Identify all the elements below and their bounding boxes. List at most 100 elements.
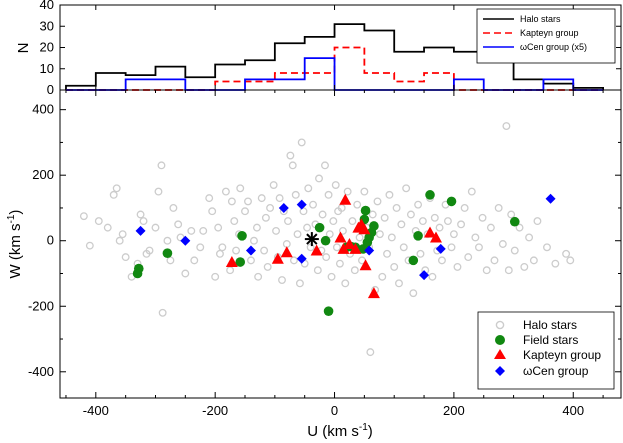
- scatter-point-halo-stars: [190, 256, 199, 265]
- scatter-point-halo-stars: [284, 217, 292, 226]
- scatter-point-halo-stars: [498, 240, 507, 248]
- scatter-legend: Halo stars Field stars Kapteyn group ωCe…: [477, 311, 615, 390]
- scatter-point-field-stars: [320, 235, 331, 246]
- scatter-y-tick-label: -200: [28, 298, 54, 313]
- scatter-x-tick-label: 400: [562, 403, 584, 418]
- scatter-point--cen-group: [180, 235, 191, 246]
- scatter-point-halo-stars: [373, 197, 382, 206]
- scatter-point-halo-stars: [428, 272, 437, 281]
- scatter-point-halo-stars: [471, 233, 480, 242]
- scatter-point-halo-stars: [438, 256, 446, 265]
- scatter-point-halo-stars: [332, 243, 341, 252]
- scatter-point-halo-stars: [187, 226, 196, 235]
- scatter-y-tick-label: -400: [28, 364, 54, 379]
- scatter-point-halo-stars: [402, 184, 411, 193]
- scatter-point-kapteyn-group: [424, 226, 437, 238]
- scatter-point-halo-stars: [205, 194, 214, 203]
- scatter-point-halo-stars: [360, 187, 369, 196]
- scatter-point-halo-stars: [315, 174, 323, 183]
- legend-marker-kapteyn: [494, 349, 506, 359]
- sun-asterisk-stroke: [306, 233, 318, 245]
- scatter-point-halo-stars: [174, 220, 183, 229]
- scatter-point-halo-stars: [392, 204, 401, 212]
- hist-y-tick-label: 40: [40, 0, 54, 12]
- scatter-point-halo-stars: [338, 226, 347, 235]
- scatter-point-halo-stars: [266, 204, 275, 212]
- scatter-point-halo-stars: [166, 256, 175, 265]
- scatter-point-kapteyn-group: [358, 223, 371, 235]
- y-label-end: ): [7, 210, 24, 215]
- scatter-point-halo-stars: [543, 243, 551, 252]
- scatter-point-halo-stars: [414, 200, 423, 209]
- scatter-point-halo-stars: [335, 259, 344, 268]
- scatter-y-tick-label: 0: [47, 233, 54, 248]
- scatter-points: [79, 122, 575, 357]
- scatter-point-halo-stars: [199, 226, 208, 235]
- scatter-point-halo-stars: [181, 269, 190, 278]
- scatter-point-halo-stars: [385, 190, 394, 199]
- scatter-point--cen-group: [278, 202, 289, 213]
- hist-y-tick-label: 30: [40, 18, 54, 33]
- scatter-point-halo-stars: [241, 207, 249, 216]
- histogram-ticks: 0 10 20 30 40: [40, 0, 621, 97]
- scatter-point-halo-stars: [566, 256, 575, 265]
- scatter-point-halo-stars: [250, 236, 258, 245]
- scatter-point-halo-stars: [329, 217, 338, 226]
- x-label-end: ): [368, 423, 373, 440]
- scatter-point-halo-stars: [275, 194, 284, 203]
- scatter-point-halo-stars: [449, 230, 458, 239]
- scatter-point-halo-stars: [464, 253, 473, 262]
- scatter-point-halo-stars: [299, 207, 308, 216]
- scatter-point-halo-stars: [257, 194, 266, 203]
- scatter-point-field-stars: [446, 196, 457, 207]
- scatter-point-kapteyn-group: [225, 256, 238, 268]
- legend-marker-omegacen: [495, 366, 505, 376]
- scatter-point-halo-stars: [418, 217, 427, 226]
- scatter-point--cen-group: [245, 245, 256, 256]
- scatter-point-halo-stars: [322, 253, 331, 262]
- scatter-point--cen-group: [545, 193, 556, 204]
- scatter-point-field-stars: [360, 205, 371, 216]
- scatter-point--cen-group: [435, 243, 446, 254]
- scatter-point-halo-stars: [395, 279, 403, 288]
- scatter-ticks: -400 -200 0 200 400 -400 -200 0 200 400: [28, 90, 621, 418]
- scatter-point-halo-stars: [211, 272, 220, 281]
- scatter-point-halo-stars: [520, 262, 529, 271]
- scatter-point-halo-stars: [380, 213, 389, 222]
- x-label-sup: -1: [359, 422, 368, 433]
- histogram-y-label: N: [15, 43, 32, 54]
- scatter-point-halo-stars: [121, 253, 130, 262]
- scatter-point-halo-stars: [318, 210, 327, 219]
- scatter-point-halo-stars: [355, 233, 364, 242]
- scatter-point-halo-stars: [416, 249, 425, 258]
- scatter-point-halo-stars: [343, 187, 352, 196]
- scatter-x-tick-label: -400: [83, 403, 109, 418]
- scatter-point-halo-stars: [378, 272, 387, 281]
- scatter-point-halo-stars: [515, 223, 524, 232]
- scatter-point-halo-stars: [115, 236, 124, 245]
- scatter-point-halo-stars: [375, 230, 384, 239]
- scatter-frame: [59, 89, 622, 399]
- legend-label-halo-stars: Halo stars: [523, 318, 577, 332]
- scatter-point-halo-stars: [457, 220, 466, 229]
- scatter-point-halo-stars: [443, 217, 452, 226]
- scatter-point-halo-stars: [304, 184, 313, 193]
- scatter-point--cen-group: [419, 270, 430, 281]
- scatter-point-halo-stars: [272, 226, 280, 235]
- legend-label-omegacen: ωCen group (x5): [520, 42, 587, 52]
- scatter-point-field-stars: [408, 255, 419, 266]
- scatter-point-halo-stars: [467, 187, 476, 196]
- scatter-point-halo-stars: [218, 243, 227, 252]
- scatter-point-kapteyn-group: [367, 287, 380, 299]
- scatter-x-tick-label: 200: [443, 403, 465, 418]
- scatter-point-halo-stars: [453, 262, 462, 271]
- scatter-point-halo-stars: [390, 262, 399, 271]
- scatter-point-halo-stars: [163, 236, 172, 245]
- scatter-point-halo-stars: [94, 217, 103, 226]
- scatter-point-halo-stars: [244, 197, 252, 206]
- scatter-point-halo-stars: [208, 207, 217, 216]
- legend-label-field-stars: Field stars: [523, 333, 578, 347]
- scatter-point-kapteyn-group: [280, 246, 293, 258]
- scatter-point-halo-stars: [103, 223, 112, 232]
